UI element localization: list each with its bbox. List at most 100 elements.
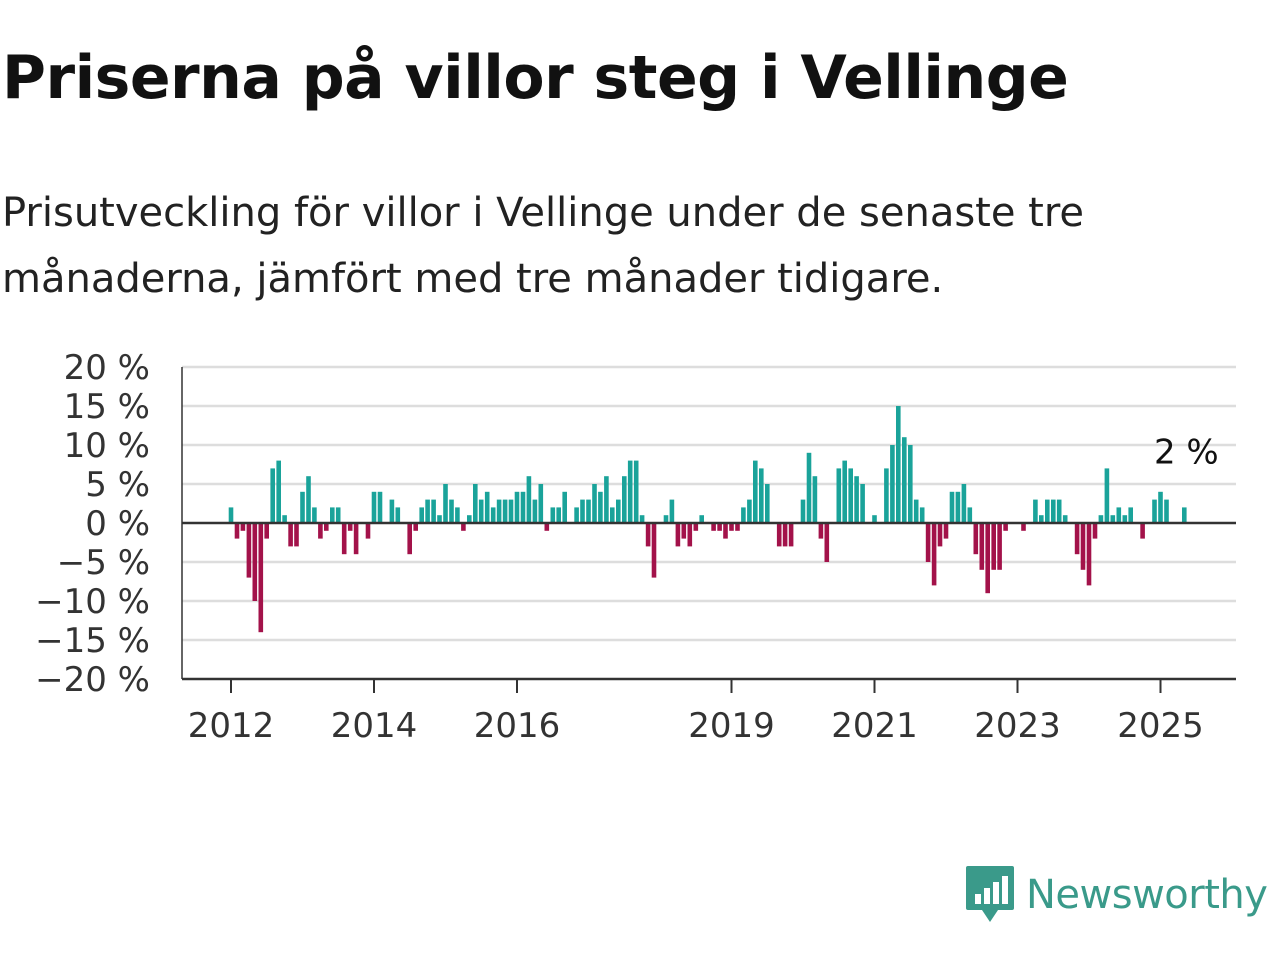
bar xyxy=(282,515,287,523)
bar xyxy=(276,460,281,523)
chart-subtitle: Prisutveckling för villor i Vellinge und… xyxy=(2,190,1085,302)
bar xyxy=(1003,523,1008,531)
newsworthy-brand-name: Newsworthy xyxy=(1026,872,1268,918)
bar xyxy=(1140,523,1145,539)
bar xyxy=(800,499,806,523)
bar xyxy=(526,476,532,523)
bar xyxy=(604,476,609,523)
bar xyxy=(240,523,246,531)
bar xyxy=(264,523,269,539)
bar xyxy=(1164,499,1169,523)
bar xyxy=(550,507,556,523)
bar xyxy=(913,499,919,523)
bar xyxy=(997,523,1002,570)
bar xyxy=(955,491,961,523)
bar xyxy=(1092,523,1098,539)
x-axis-ticks: 2012 2014 2016 2019 2021 2023 2025 xyxy=(188,679,1204,746)
bar xyxy=(478,499,484,523)
bar xyxy=(437,515,442,523)
bar xyxy=(1182,507,1187,523)
x-tick-label: 2016 xyxy=(474,706,561,746)
bar xyxy=(937,523,943,547)
y-tick-label: −20 % xyxy=(35,660,150,700)
bar xyxy=(1074,523,1080,555)
bar xyxy=(633,460,639,523)
bar xyxy=(645,523,651,547)
bar xyxy=(294,523,299,547)
bar xyxy=(1080,523,1086,570)
bar xyxy=(711,523,716,531)
bar xyxy=(270,468,275,523)
grid-lines xyxy=(182,365,1236,642)
bar-chart: 20 %15 %10 %5 %0 %−5 %−10 %−15 %−20 % 20… xyxy=(35,348,1236,746)
bar xyxy=(556,507,561,523)
bar xyxy=(884,468,889,523)
bar xyxy=(300,491,305,523)
bar xyxy=(532,499,538,523)
bar xyxy=(776,523,782,547)
axes xyxy=(181,367,1236,681)
bar xyxy=(985,523,990,594)
bar xyxy=(854,476,859,523)
bar xyxy=(622,476,627,523)
x-tick-label: 2025 xyxy=(1117,706,1204,746)
bar xyxy=(252,523,258,601)
bar xyxy=(425,499,430,523)
bar xyxy=(1110,515,1116,523)
bar xyxy=(330,507,335,523)
bar xyxy=(1158,491,1163,523)
y-tick-label: 5 % xyxy=(85,465,150,505)
bar xyxy=(1039,515,1044,523)
bar xyxy=(818,523,824,539)
bar xyxy=(1045,499,1050,523)
bar xyxy=(949,491,955,523)
bar xyxy=(860,484,865,523)
newsworthy-logo-icon xyxy=(966,866,1014,922)
bar xyxy=(973,523,979,555)
newsworthy-logo: Newsworthy xyxy=(964,864,1268,926)
bar xyxy=(490,507,496,523)
bar xyxy=(675,523,681,547)
bar xyxy=(389,499,395,523)
bar xyxy=(669,499,675,523)
bar xyxy=(443,484,448,523)
x-tick-label: 2014 xyxy=(331,706,418,746)
bar xyxy=(741,507,746,523)
bar xyxy=(318,523,323,539)
bar xyxy=(502,499,508,523)
chart-title: Priserna på villor steg i Vellinge xyxy=(2,43,1069,113)
y-tick-label: 20 % xyxy=(64,348,150,388)
bar xyxy=(586,499,591,523)
y-tick-label: 15 % xyxy=(64,387,150,427)
bar xyxy=(431,499,436,523)
bar xyxy=(1128,507,1133,523)
bar xyxy=(1062,515,1068,523)
y-tick-label: 10 % xyxy=(64,426,150,466)
bar xyxy=(687,523,693,547)
bar xyxy=(455,507,460,523)
bar xyxy=(592,484,597,523)
bar xyxy=(627,460,633,523)
bar xyxy=(979,523,985,570)
bar xyxy=(562,491,567,523)
y-axis-ticks: 20 %15 %10 %5 %0 %−5 %−10 %−15 %−20 % xyxy=(35,348,150,700)
bar xyxy=(312,507,317,523)
bar xyxy=(371,491,377,523)
bar xyxy=(1086,523,1092,586)
bar xyxy=(449,499,454,523)
bar xyxy=(836,468,842,523)
y-tick-label: 0 % xyxy=(85,504,150,544)
bar xyxy=(896,406,901,523)
bar xyxy=(520,491,526,523)
bar xyxy=(961,484,967,523)
bar xyxy=(580,499,585,523)
bar xyxy=(1104,468,1110,523)
bar xyxy=(848,468,853,523)
bar xyxy=(407,523,412,555)
bar xyxy=(699,515,704,523)
bar xyxy=(1116,507,1122,523)
bar xyxy=(842,460,847,523)
y-tick-label: −5 % xyxy=(57,543,150,583)
bar xyxy=(925,523,931,562)
bar xyxy=(931,523,937,586)
